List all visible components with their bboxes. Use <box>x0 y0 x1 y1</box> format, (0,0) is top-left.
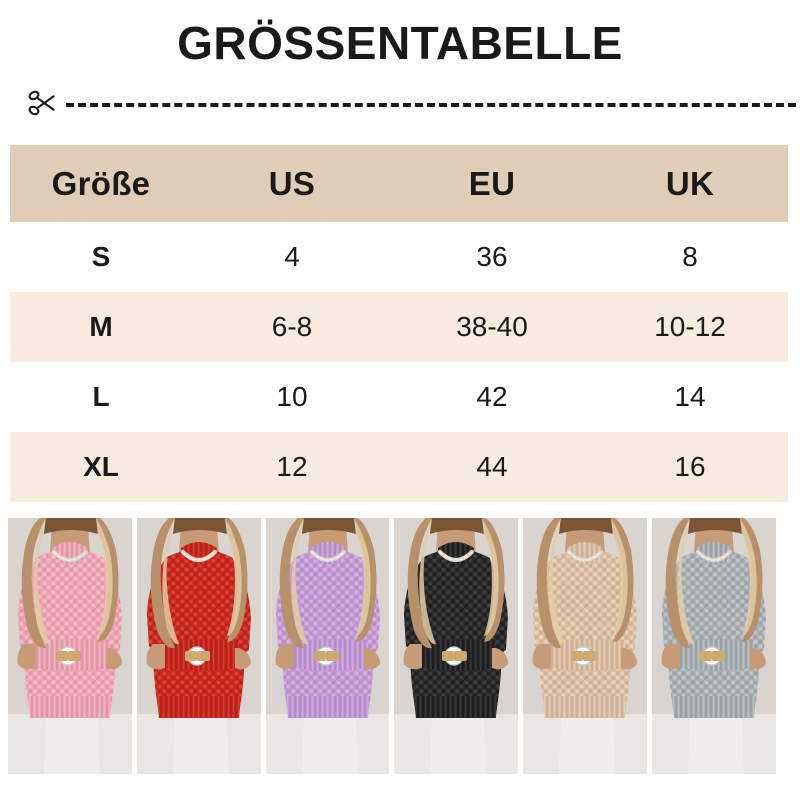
cell-size: XL <box>83 451 119 482</box>
cell-eu: 44 <box>476 451 508 482</box>
cell-us: 6-8 <box>271 311 313 342</box>
table-row: S 4 36 8 <box>10 222 788 292</box>
product-photo-pink <box>8 518 132 774</box>
cell-uk: 16 <box>674 451 706 482</box>
table-row: L 10 42 14 <box>10 362 788 432</box>
cell-us: 12 <box>276 451 308 482</box>
cell-eu: 42 <box>476 381 508 412</box>
cell-uk: 8 <box>682 241 698 272</box>
cell-eu: 36 <box>476 241 508 272</box>
product-photo-gray <box>652 518 776 774</box>
cell-size: M <box>89 311 113 342</box>
cell-uk: 14 <box>674 381 706 412</box>
cell-size: S <box>91 241 111 272</box>
product-photo-purple <box>265 518 390 774</box>
scissors-icon <box>28 90 55 116</box>
page-title: GRÖSSENTABELLE <box>177 17 623 69</box>
size-table: Größe US EU UK S 4 36 8 M 6-8 38-40 10-1… <box>10 145 788 502</box>
table-header-row: Größe US EU UK <box>10 145 788 222</box>
column-header-size: Größe <box>51 164 151 202</box>
cell-eu: 38-40 <box>456 311 528 342</box>
cell-size: L <box>92 381 110 412</box>
cut-line <box>26 88 796 118</box>
table-row: M 6-8 38-40 10-12 <box>10 292 788 362</box>
cell-us: 10 <box>276 381 308 412</box>
product-photo-strip <box>8 518 776 774</box>
product-photo-beige <box>523 518 648 774</box>
cell-us: 4 <box>284 241 300 272</box>
product-photo-black <box>394 518 519 774</box>
product-photo-red <box>136 518 261 774</box>
cut-dash-line <box>66 103 796 107</box>
column-header-eu: EU <box>468 164 516 202</box>
column-header-uk: UK <box>665 164 715 202</box>
cell-uk: 10-12 <box>654 311 726 342</box>
column-header-us: US <box>268 164 316 202</box>
table-row: XL 12 44 16 <box>10 432 788 502</box>
